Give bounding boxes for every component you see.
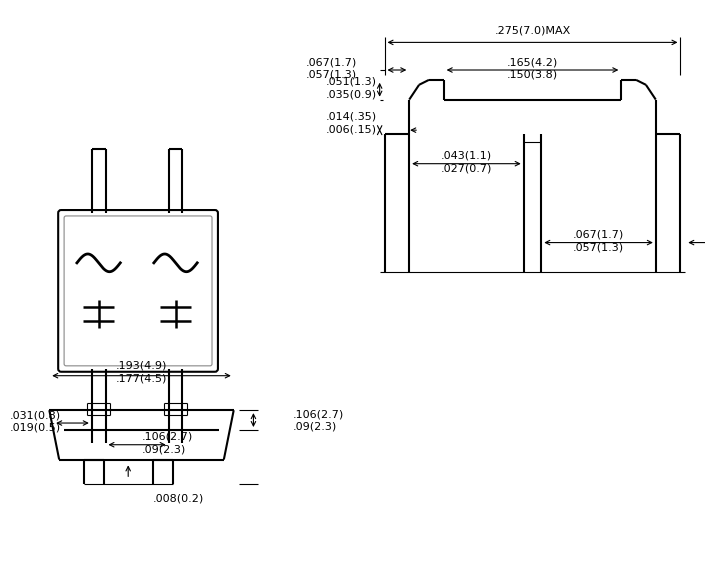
- Text: .035(0.9): .035(0.9): [326, 90, 376, 100]
- Text: .027(0.7): .027(0.7): [441, 164, 492, 174]
- Text: .165(4.2): .165(4.2): [507, 57, 558, 67]
- Text: .106(2.7): .106(2.7): [142, 432, 193, 442]
- Text: .051(1.3): .051(1.3): [326, 77, 376, 87]
- Text: .014(.35): .014(.35): [326, 111, 376, 121]
- Text: .177(4.5): .177(4.5): [116, 374, 167, 384]
- Text: .067(1.7): .067(1.7): [306, 57, 357, 67]
- FancyBboxPatch shape: [59, 210, 218, 372]
- Text: .031(0.8): .031(0.8): [10, 410, 61, 420]
- Text: .057(1.3): .057(1.3): [306, 70, 357, 80]
- Text: .193(4.9): .193(4.9): [116, 361, 167, 371]
- Text: .008(0.2): .008(0.2): [153, 494, 204, 504]
- Text: .09(2.3): .09(2.3): [142, 445, 186, 455]
- Text: .09(2.3): .09(2.3): [293, 422, 337, 432]
- Text: .150(3.8): .150(3.8): [507, 70, 558, 80]
- Text: .006(.15): .006(.15): [326, 124, 376, 134]
- Text: .106(2.7): .106(2.7): [293, 409, 344, 419]
- Text: .057(1.3): .057(1.3): [573, 243, 624, 252]
- Text: .019(0.5): .019(0.5): [10, 423, 61, 433]
- Text: .067(1.7): .067(1.7): [573, 230, 624, 240]
- Text: .043(1.1): .043(1.1): [441, 151, 492, 161]
- Text: .275(7.0)MAX: .275(7.0)MAX: [494, 26, 570, 36]
